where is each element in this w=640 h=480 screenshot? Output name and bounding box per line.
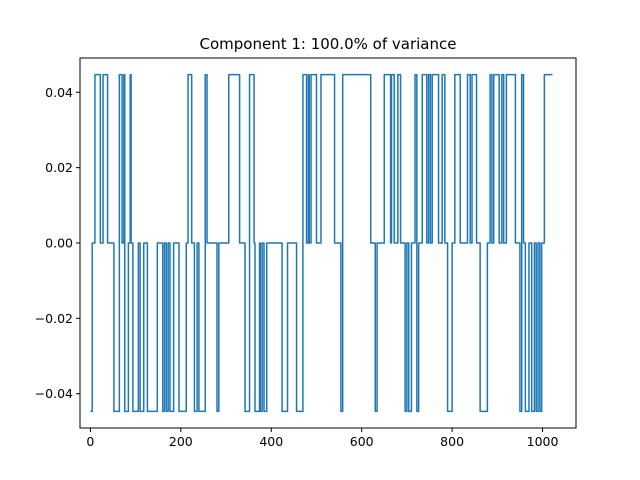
y-tick-label: −0.02 [35, 311, 73, 326]
series-line [90, 73, 553, 413]
y-tick-label: 0.04 [45, 85, 73, 100]
x-tick-label: 600 [350, 434, 374, 449]
x-axis: 0 200 400 600 800 1000 [86, 428, 558, 449]
y-tick-label: 0.02 [45, 160, 73, 175]
y-tick-label: 0.00 [45, 236, 73, 251]
x-tick-label: 400 [259, 434, 283, 449]
chart-title: Component 1: 100.0% of variance [200, 35, 457, 53]
x-tick-label: 1000 [527, 434, 559, 449]
x-tick-label: 800 [440, 434, 464, 449]
x-tick-label: 200 [169, 434, 193, 449]
axes-frame [79, 57, 577, 429]
y-axis: −0.04 −0.02 0.00 0.02 0.04 [35, 85, 80, 401]
plot-area [90, 73, 553, 413]
y-tick-label: −0.04 [35, 386, 73, 401]
x-tick-label: 0 [86, 434, 94, 449]
